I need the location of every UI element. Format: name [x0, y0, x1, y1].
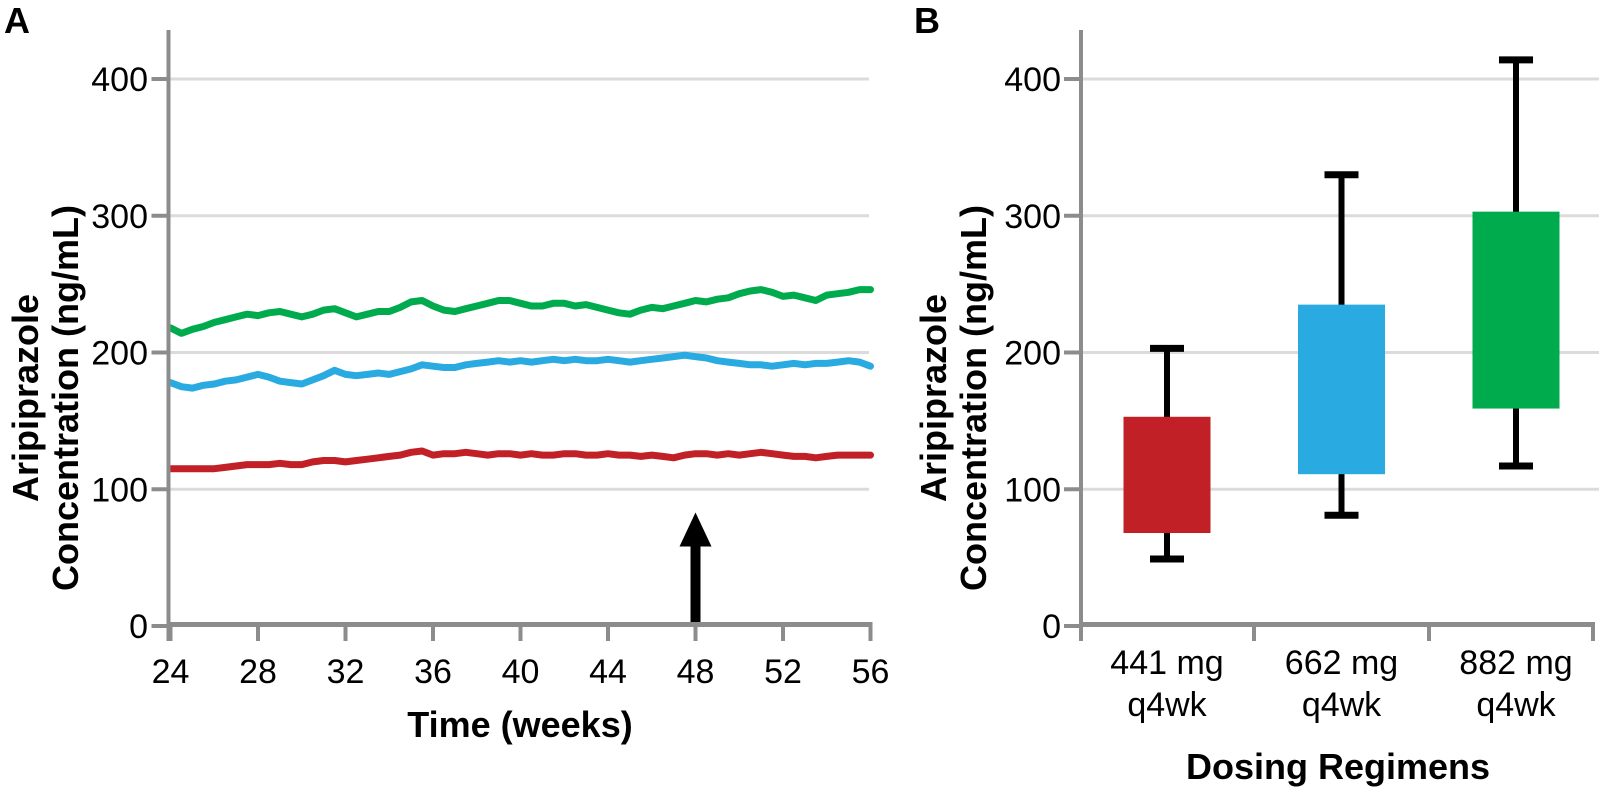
panel-b-ylabel-line1: Aripiprazole [913, 294, 954, 502]
box-882-mg [1472, 211, 1560, 409]
x-tick-label-a: 48 [677, 653, 715, 691]
y-tick-label-b: 300 [1004, 198, 1061, 236]
panel-b-ylabel-line2: Concentration (ng/mL) [953, 205, 994, 591]
panel-b-letter: B [914, 0, 940, 41]
category-label-line1: 441 mg [1110, 644, 1223, 682]
panel-b-xlabel: Dosing Regimens [1186, 746, 1490, 787]
box-441-mg [1123, 416, 1211, 534]
category-label-line2: q4wk [1302, 686, 1382, 724]
axes-layer [151, 30, 1595, 641]
y-tick-label-a: 0 [129, 608, 148, 646]
y-tick-label-a: 300 [91, 198, 148, 236]
y-tick-label-b: 0 [1042, 608, 1061, 646]
box-662-mg [1298, 304, 1385, 475]
y-tick-label-b: 400 [1004, 61, 1061, 99]
series-line-green [167, 286, 874, 337]
x-tick-label-a: 40 [502, 653, 540, 691]
x-tick-label-a: 36 [414, 653, 452, 691]
y-tick-label-b: 100 [1004, 471, 1061, 509]
category-label-line1: 662 mg [1285, 644, 1398, 682]
data-layer [167, 56, 1560, 623]
x-tick-label-a: 56 [852, 653, 890, 691]
y-tick-label-a: 200 [91, 335, 148, 373]
arrow-head [679, 512, 712, 547]
x-tick-label-a: 52 [764, 653, 802, 691]
x-tick-label-a: 24 [152, 653, 190, 691]
panel-a-ylabel-line2: Concentration (ng/mL) [45, 205, 86, 591]
y-tick-label-b: 200 [1004, 335, 1061, 373]
arrow-shaft [690, 544, 701, 623]
panel-a-letter: A [4, 0, 30, 41]
series-line-blue [167, 351, 874, 392]
x-tick-label-a: 44 [589, 653, 627, 691]
panel-a-xlabel: Time (weeks) [407, 704, 632, 745]
x-tick-label-a: 28 [239, 653, 277, 691]
y-tick-label-a: 100 [91, 471, 148, 509]
series-line-red [167, 447, 874, 473]
panel-a-ylabel-line1: Aripiprazole [5, 294, 46, 502]
x-tick-label-a: 32 [327, 653, 365, 691]
tick-labels-layer: 0 0 100 100 200 200 300 300 400 400 24 28 32 36 40 44 48… [91, 61, 1572, 724]
category-label-line2: q4wk [1127, 686, 1207, 724]
y-tick-label-a: 400 [91, 61, 148, 99]
category-label-line2: q4wk [1476, 686, 1556, 724]
category-label-line1: 882 mg [1459, 644, 1572, 682]
